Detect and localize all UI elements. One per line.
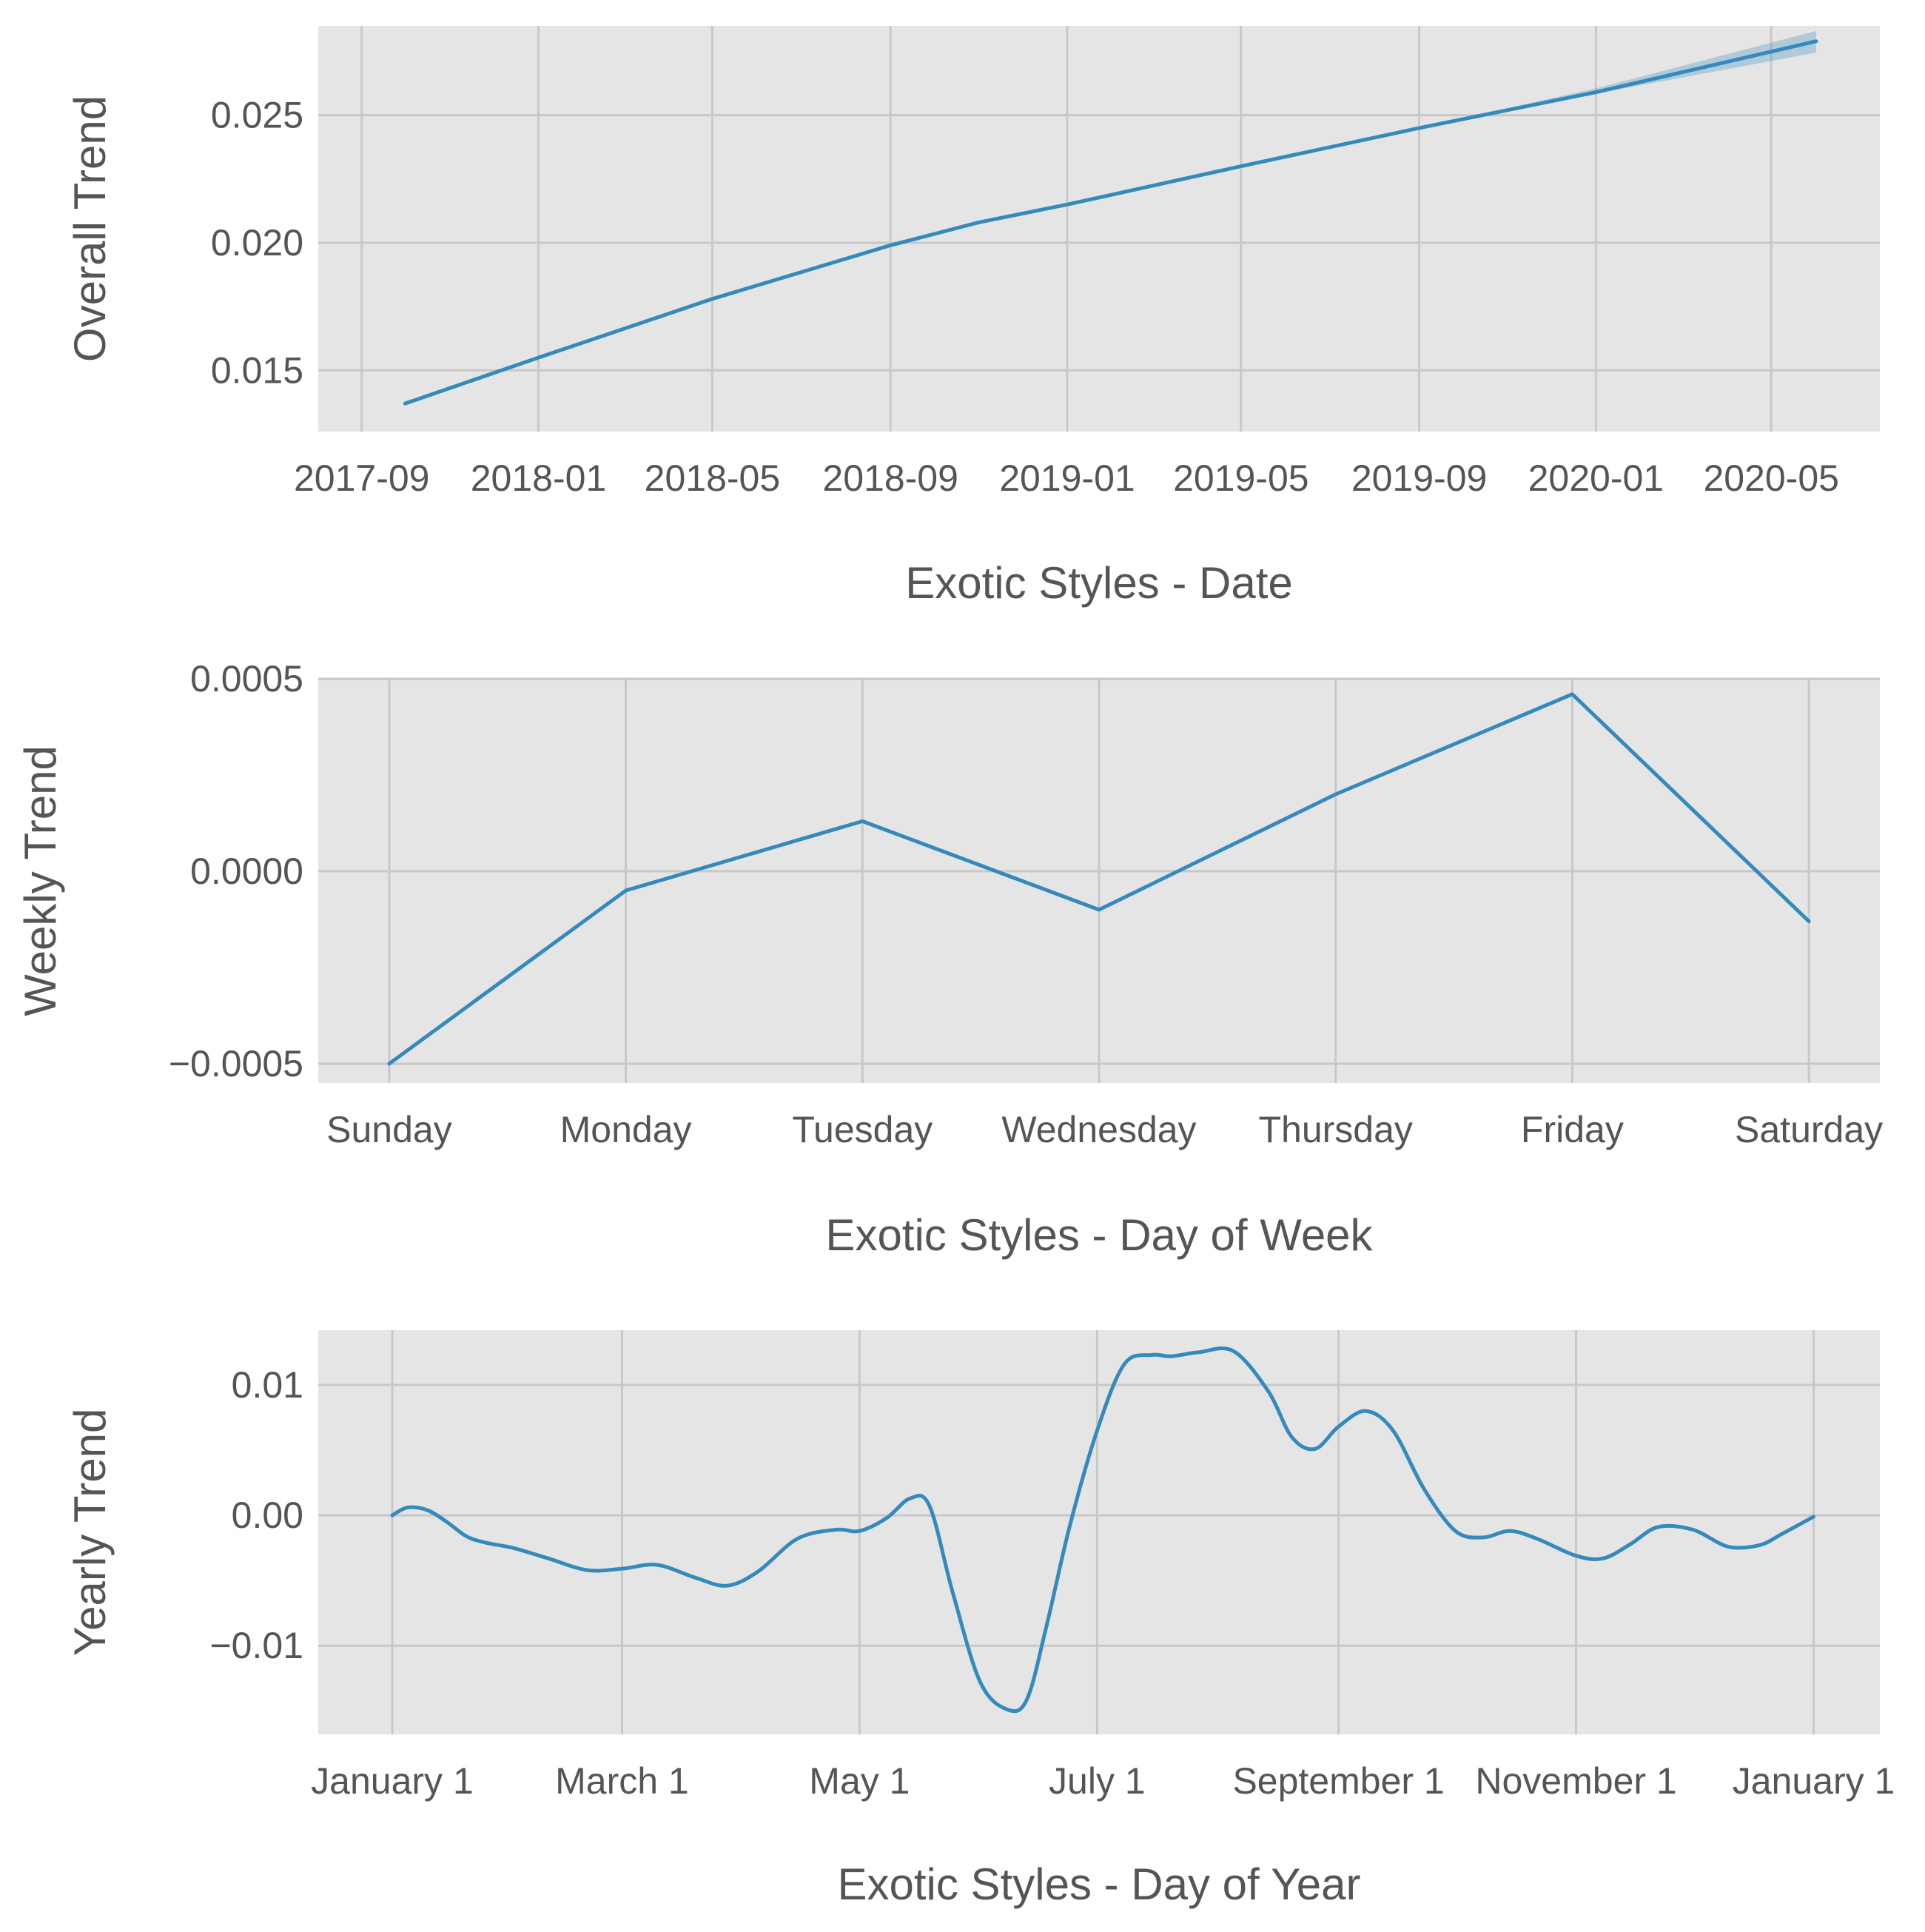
weekly-trend-x-tick-label: Saturday <box>1735 1109 1883 1150</box>
overall-trend-y-tick-label: 0.015 <box>211 349 303 391</box>
yearly-trend-y-ticks: −0.01 0.00 0.01 <box>209 1364 303 1666</box>
yearly-trend-line <box>390 1346 1815 1714</box>
overall-trend-plot-area <box>318 26 1880 432</box>
weekly-trend-y-tick-label: 0.0005 <box>190 658 303 700</box>
overall-trend-panel: 2017-09 2018-01 2018-05 2018-09 2019-01 2019-… <box>65 26 1880 608</box>
weekly-trend-y-ticks: −0.0005 0.0000 0.0005 <box>169 658 303 1084</box>
yearly-trend-x-tick-label: January 1 <box>311 1760 474 1802</box>
overall-trend-x-tick-label: 2020-05 <box>1703 457 1839 499</box>
weekly-trend-y-axis-label: Weekly Trend <box>16 745 65 1016</box>
overall-trend-y-axis-label: Overall Trend <box>65 95 115 362</box>
weekly-trend-line <box>387 692 1811 1066</box>
overall-trend-x-tick-label: 2019-09 <box>1351 457 1488 499</box>
overall-trend-x-tick-label: 2017-09 <box>294 457 430 499</box>
overall-trend-x-tick-label: 2019-05 <box>1173 457 1309 499</box>
yearly-trend-y-tick-label: −0.01 <box>209 1625 303 1666</box>
weekly-trend-x-tick-label: Friday <box>1521 1109 1624 1150</box>
overall-trend-y-tick-label: 0.020 <box>211 222 303 264</box>
overall-trend-x-tick-label: 2018-05 <box>645 457 781 499</box>
overall-trend-y-ticks: 0.015 0.020 0.025 <box>211 95 303 392</box>
yearly-trend-x-tick-label: September 1 <box>1232 1760 1444 1802</box>
yearly-trend-panel: January 1 March 1 May 1 July 1 September 1 No… <box>65 1330 1895 1909</box>
weekly-trend-x-tick-label: Tuesday <box>792 1109 933 1150</box>
overall-trend-uncertainty-band <box>405 30 1816 404</box>
weekly-trend-x-tick-label: Monday <box>560 1109 692 1150</box>
yearly-trend-y-axis-label: Yearly Trend <box>65 1409 115 1657</box>
yearly-trend-x-axis-label: Exotic Styles - Day of Year <box>838 1859 1361 1909</box>
overall-trend-x-tick-label: 2020-01 <box>1528 457 1664 499</box>
weekly-trend-y-tick-label: −0.0005 <box>169 1043 303 1084</box>
weekly-trend-x-tick-label: Thursday <box>1258 1109 1412 1150</box>
yearly-trend-x-ticks: January 1 March 1 May 1 July 1 September 1 No… <box>311 1760 1895 1802</box>
yearly-trend-x-tick-label: November 1 <box>1475 1760 1676 1802</box>
weekly-trend-y-tick-label: 0.0000 <box>190 851 303 892</box>
yearly-trend-x-tick-label: January 1 <box>1733 1760 1895 1802</box>
weekly-trend-x-tick-label: Sunday <box>326 1109 452 1150</box>
weekly-trend-panel: Sunday Monday Tuesday Wednesday Thursday Frid… <box>16 658 1883 1260</box>
overall-trend-x-tick-label: 2018-09 <box>822 457 958 499</box>
overall-trend-x-tick-label: 2019-01 <box>999 457 1135 499</box>
yearly-trend-grid <box>318 1330 1880 1734</box>
weekly-trend-x-tick-label: Wednesday <box>1001 1109 1196 1150</box>
yearly-trend-y-tick-label: 0.01 <box>232 1364 303 1406</box>
overall-trend-x-axis-label: Exotic Styles - Date <box>905 558 1293 608</box>
yearly-trend-plot-area <box>318 1330 1880 1734</box>
weekly-trend-x-ticks: Sunday Monday Tuesday Wednesday Thursday Frid… <box>326 1109 1883 1150</box>
weekly-trend-grid <box>318 677 1880 1083</box>
overall-trend-line <box>403 39 1818 406</box>
overall-trend-y-tick-label: 0.025 <box>211 95 303 136</box>
weekly-trend-x-axis-label: Exotic Styles - Day of Week <box>825 1210 1373 1260</box>
yearly-trend-x-tick-label: July 1 <box>1049 1760 1146 1802</box>
yearly-trend-x-tick-label: May 1 <box>809 1760 910 1802</box>
overall-trend-x-tick-label: 2018-01 <box>471 457 607 499</box>
overall-trend-x-ticks: 2017-09 2018-01 2018-05 2018-09 2019-01 2019-… <box>294 457 1839 499</box>
yearly-trend-y-tick-label: 0.00 <box>232 1495 303 1536</box>
yearly-trend-x-tick-label: March 1 <box>555 1760 689 1802</box>
